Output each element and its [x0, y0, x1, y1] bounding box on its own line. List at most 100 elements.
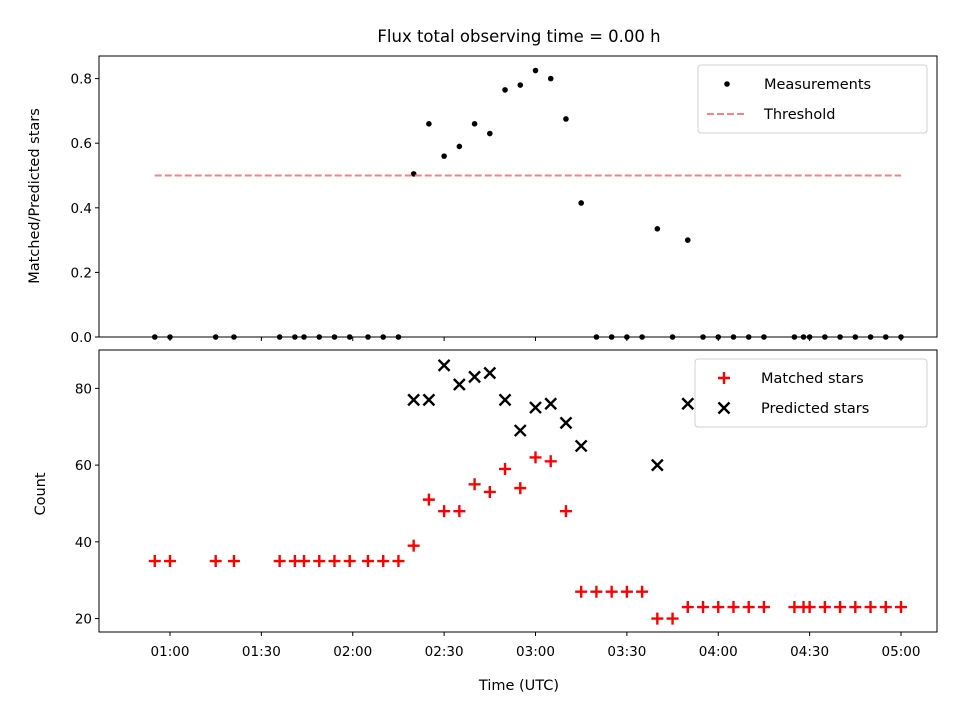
y-tick-label: 0.8 — [71, 72, 92, 88]
data-point — [483, 366, 497, 380]
data-point — [529, 401, 542, 414]
data-point — [608, 334, 615, 340]
data-point — [666, 612, 679, 625]
data-point — [800, 334, 807, 340]
data-point — [742, 601, 755, 614]
data-point — [730, 334, 737, 340]
data-point — [343, 555, 356, 568]
data-point — [276, 334, 283, 340]
x-tick-label: 02:00 — [333, 644, 372, 660]
data-point — [453, 378, 466, 391]
y-tick-label: 20 — [75, 612, 92, 628]
data-point — [636, 585, 649, 598]
x-axis-label: Time (UTC) — [478, 678, 559, 694]
data-point — [313, 555, 326, 568]
data-point — [292, 334, 298, 340]
y-tick-label: 0.4 — [71, 201, 92, 217]
data-point — [377, 555, 390, 568]
data-point — [468, 478, 481, 491]
data-point — [684, 237, 691, 243]
data-point — [164, 555, 176, 568]
data-point — [502, 87, 508, 93]
data-point — [471, 121, 478, 127]
legend: Measurements Threshold — [697, 64, 928, 134]
data-point — [422, 493, 435, 506]
x-tick-label: 04:00 — [699, 644, 738, 660]
legend-label: Matched stars — [761, 371, 864, 387]
data-point — [864, 601, 877, 614]
legend-label: Predicted stars — [761, 401, 869, 417]
data-point — [209, 555, 222, 568]
data-point — [365, 334, 371, 340]
data-point — [395, 334, 402, 340]
data-point — [426, 121, 432, 127]
panel-1: 20 40 60 80 01:00 01:30 02:00 02:30 03:00 03:30 04… — [75, 349, 938, 660]
data-point — [316, 334, 323, 340]
data-point — [620, 585, 633, 598]
data-point — [453, 505, 466, 518]
data-point — [879, 601, 892, 614]
data-point — [681, 601, 694, 614]
legend-box — [694, 358, 928, 428]
data-point — [231, 334, 237, 340]
data-point — [837, 334, 843, 340]
plot-frame — [98, 55, 938, 338]
data-point — [529, 451, 542, 464]
data-point — [590, 585, 603, 598]
x-tick-label: 04:30 — [790, 644, 829, 660]
data-point — [651, 612, 664, 625]
data-point — [852, 334, 859, 340]
data-point — [346, 334, 353, 340]
data-point — [654, 225, 661, 232]
data-point — [298, 555, 311, 568]
y-tick-label: 0.2 — [71, 265, 92, 281]
series-measurements — [151, 67, 904, 340]
data-point — [151, 334, 158, 340]
data-point — [669, 334, 676, 340]
data-point — [392, 555, 405, 568]
data-point — [331, 334, 338, 340]
series-predicted-stars — [407, 358, 695, 472]
y-tick-label: 0.0 — [71, 330, 92, 346]
y-tick-label: 40 — [75, 535, 92, 551]
data-point — [563, 116, 569, 122]
plot-layer: 0.0 0.2 0.4 0.6 0.8 Measurements Threshold 20 40… — [71, 55, 938, 660]
data-point — [895, 601, 907, 614]
data-point — [593, 334, 600, 340]
legend-marker — [717, 401, 731, 415]
data-point — [681, 397, 695, 411]
data-point — [483, 485, 496, 498]
data-point — [745, 334, 752, 340]
top-panel-y-axis-label: Matched/Predicted stars — [27, 108, 43, 284]
y-tick-label: 0.6 — [71, 136, 92, 152]
series-matched-stars — [148, 451, 907, 625]
legend: Matched stars Predicted stars — [694, 358, 928, 428]
x-tick-label: 05:00 — [882, 644, 921, 660]
data-point — [849, 601, 862, 614]
data-point — [437, 358, 451, 372]
x-tick-label: 02:30 — [425, 644, 464, 660]
data-point — [624, 334, 630, 340]
data-point — [513, 424, 527, 437]
data-point — [715, 334, 722, 340]
data-point — [167, 334, 173, 340]
panel-0: 0.0 0.2 0.4 0.6 0.8 Measurements Threshold — [71, 55, 938, 346]
data-point — [517, 82, 524, 88]
data-point — [727, 601, 740, 614]
data-point — [834, 601, 847, 614]
legend-marker — [718, 372, 730, 384]
data-point — [574, 439, 588, 453]
data-point — [761, 334, 767, 340]
legend-label: Threshold — [763, 107, 835, 123]
data-point — [498, 393, 512, 407]
data-point — [514, 482, 527, 495]
data-point — [487, 130, 493, 137]
data-point — [806, 334, 813, 340]
data-point — [380, 334, 387, 340]
data-point — [456, 143, 463, 150]
x-tick-label: 01:30 — [242, 644, 281, 660]
legend-marker — [724, 81, 730, 87]
data-point — [757, 601, 770, 614]
data-point — [867, 334, 874, 340]
data-point — [822, 334, 828, 340]
